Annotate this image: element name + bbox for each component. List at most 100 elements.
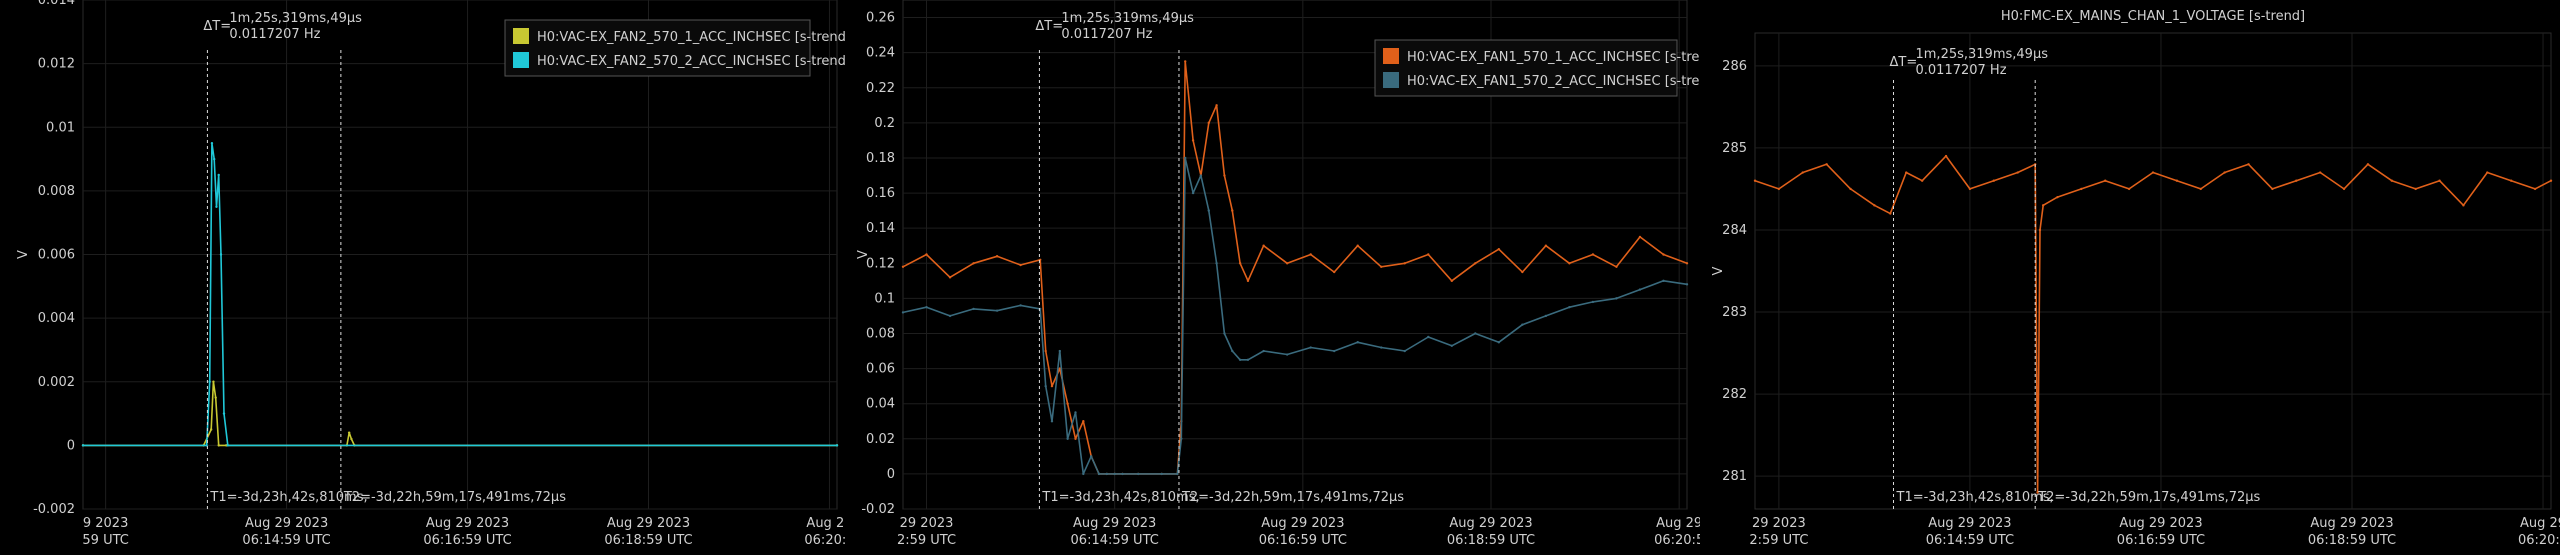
x-tick-label: 06:14:59 UTC bbox=[1926, 533, 2014, 548]
data-point bbox=[1662, 279, 1665, 283]
data-point bbox=[1450, 344, 1453, 347]
data-point bbox=[1801, 171, 1804, 174]
data-point bbox=[1262, 244, 1265, 247]
data-point bbox=[217, 173, 220, 177]
x-tick-label: Aug 29 2023 bbox=[1928, 516, 2011, 531]
x-tick-label: 06:18:59 UTC bbox=[604, 533, 692, 548]
data-point bbox=[1191, 139, 1195, 142]
data-point bbox=[1207, 209, 1210, 212]
data-point bbox=[1873, 204, 1876, 207]
y-tick-label: 283 bbox=[1722, 305, 1747, 320]
data-point bbox=[2318, 171, 2322, 174]
chart-fan1-acceleration[interactable]: -0.02 0 0.02 0.04 0.06 0.08 0.1 0.12 0.14 0.16 0.1… bbox=[845, 0, 1700, 555]
x-tick-label: 9 2023 bbox=[83, 516, 129, 531]
y-tick-label: -0.02 bbox=[861, 502, 895, 517]
data-point bbox=[2295, 179, 2298, 182]
data-point bbox=[1889, 212, 1892, 215]
data-point bbox=[1058, 349, 1061, 353]
data-point bbox=[2199, 187, 2202, 191]
data-point bbox=[2016, 171, 2019, 174]
data-point bbox=[1137, 472, 1140, 476]
t2-label: T2=-3d,22h,59m,17s,491ms,72µs bbox=[343, 490, 566, 505]
y-tick-label: 284 bbox=[1722, 223, 1747, 238]
delta-t-frequency: 0.0117207 Hz bbox=[1916, 63, 2007, 78]
y-tick-label: 0.012 bbox=[38, 57, 75, 72]
data-point bbox=[1215, 104, 1218, 107]
data-point bbox=[1246, 358, 1250, 362]
y-tick-label: 286 bbox=[1722, 59, 1747, 74]
x-tick-label: Aug 29 2023 bbox=[426, 516, 509, 531]
delta-t-prefix: ΔT= bbox=[203, 19, 231, 34]
data-point bbox=[2223, 171, 2226, 174]
delta-t-value: 1m,25s,319ms,49µs bbox=[1916, 47, 2049, 62]
data-point bbox=[2462, 204, 2465, 207]
data-point bbox=[1427, 335, 1430, 339]
data-point bbox=[2342, 187, 2346, 191]
data-point bbox=[1044, 349, 1047, 353]
data-point bbox=[972, 307, 975, 311]
data-point bbox=[1544, 244, 1548, 247]
data-point bbox=[1058, 367, 1061, 370]
x-tick-label: 06:20:5 bbox=[2518, 533, 2560, 548]
data-point bbox=[1019, 304, 1022, 307]
data-point bbox=[1309, 253, 1312, 256]
chart-mains-voltage[interactable]: H0:FMC-EX_MAINS_CHAN_1_VOLTAGE [s-trend]… bbox=[1700, 0, 2560, 555]
data-point bbox=[81, 444, 85, 447]
data-point bbox=[1497, 341, 1501, 344]
y-tick-label: 0.22 bbox=[866, 81, 895, 96]
data-point bbox=[995, 309, 999, 312]
y-tick-label: 0 bbox=[887, 467, 895, 482]
data-point bbox=[1231, 349, 1234, 353]
y-tick-label: 0.004 bbox=[38, 311, 75, 326]
data-point bbox=[1685, 262, 1689, 265]
data-point bbox=[2390, 179, 2393, 182]
legend-entry[interactable]: H0:VAC-EX_FAN2_570_2_ACC_INCHSEC [s-tren… bbox=[537, 54, 845, 69]
y-tick-label: 0.08 bbox=[866, 326, 895, 341]
legend bbox=[1374, 39, 1678, 97]
data-point bbox=[222, 412, 226, 415]
x-tick-label: 59 UTC bbox=[82, 533, 128, 548]
legend-entry[interactable]: H0:VAC-EX_FAN1_570_1_ACC_INCHSEC [s-tren… bbox=[1407, 50, 1700, 65]
data-point bbox=[1474, 262, 1477, 265]
data-point bbox=[925, 305, 928, 309]
y-axis-label: V bbox=[856, 250, 871, 259]
data-point bbox=[1231, 209, 1234, 212]
data-point bbox=[1223, 332, 1226, 335]
y-tick-label: 0.008 bbox=[38, 184, 75, 199]
data-point bbox=[2056, 195, 2059, 199]
data-point bbox=[205, 444, 208, 447]
x-tick-label: 06:14:59 UTC bbox=[242, 533, 330, 548]
legend-entry[interactable]: H0:VAC-EX_FAN2_570_1_ACC_INCHSEC [s-tren… bbox=[537, 30, 845, 45]
delta-t-value: 1m,25s,319ms,49µs bbox=[1061, 11, 1194, 26]
data-point bbox=[1074, 411, 1077, 414]
data-point bbox=[2510, 179, 2513, 182]
data-point bbox=[2041, 204, 2045, 207]
x-tick-label: 29 2023 bbox=[900, 516, 954, 531]
y-tick-label: 0.14 bbox=[866, 221, 895, 236]
data-point bbox=[209, 428, 213, 431]
series-line bbox=[902, 157, 1688, 475]
chart-fan2-acceleration[interactable]: -0.002 0 0.002 0.004 0.006 0.008 0.01 0.012 0.01… bbox=[0, 0, 845, 555]
x-tick-label: 06:14:59 UTC bbox=[1071, 533, 1159, 548]
x-tick-label: Aug 29 2023 bbox=[607, 516, 690, 531]
data-point bbox=[2366, 163, 2370, 166]
y-tick-label: 0.01 bbox=[46, 120, 75, 135]
legend-entry[interactable]: H0:VAC-EX_FAN1_570_2_ACC_INCHSEC [s-tren… bbox=[1407, 74, 1700, 89]
data-point bbox=[1050, 420, 1054, 423]
data-point bbox=[1356, 244, 1359, 247]
data-point bbox=[350, 437, 353, 441]
data-point bbox=[2151, 171, 2155, 174]
data-point bbox=[948, 314, 952, 318]
x-tick-label: Aug 29 2023 bbox=[245, 516, 328, 531]
plot-area bbox=[1754, 32, 2552, 510]
y-tick-label: 0.014 bbox=[38, 0, 75, 8]
y-axis-label: V bbox=[16, 250, 31, 259]
x-tick-label: 06:18:59 UTC bbox=[1447, 533, 1535, 548]
data-point bbox=[1309, 346, 1312, 349]
x-tick-label: 06:20:5 bbox=[804, 533, 845, 548]
y-tick-label: 0.12 bbox=[866, 256, 895, 271]
y-tick-label: 0.006 bbox=[38, 248, 75, 263]
data-point bbox=[217, 444, 220, 447]
data-point bbox=[1591, 253, 1595, 256]
data-point bbox=[1944, 154, 1948, 158]
